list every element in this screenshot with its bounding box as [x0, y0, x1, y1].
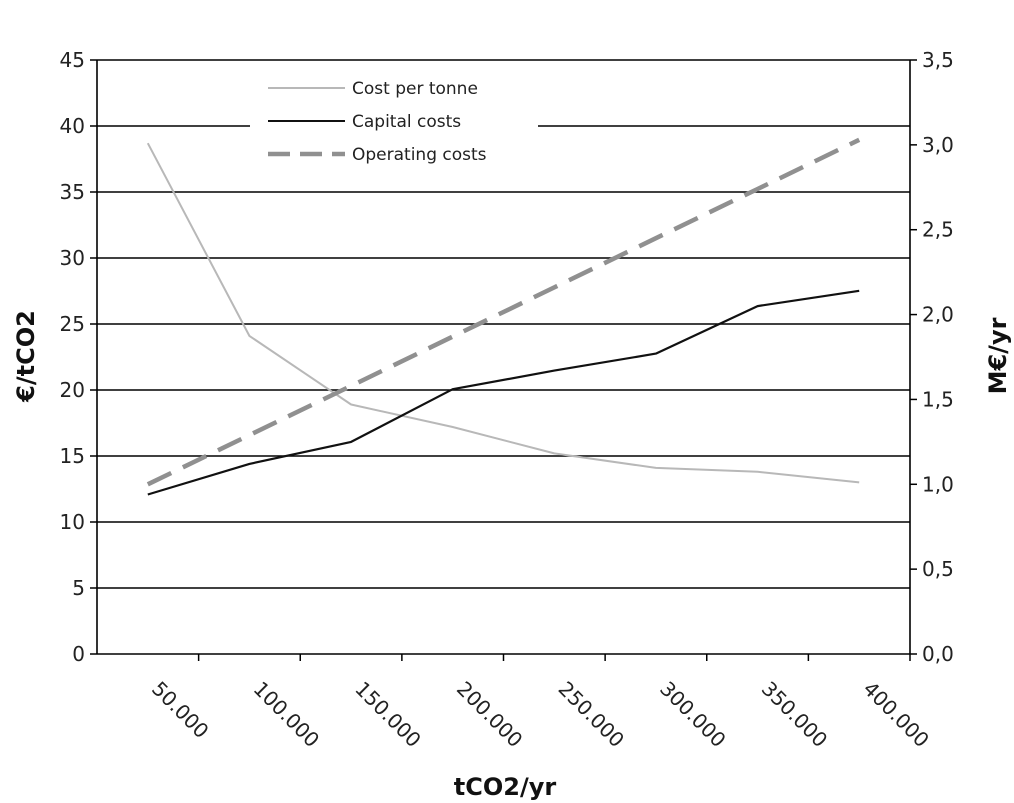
y-left-tick-label: 5	[72, 576, 85, 600]
series-lines	[146, 137, 861, 496]
x-tick-label: 150.000	[350, 677, 425, 752]
x-tick-label: 250.000	[554, 677, 629, 752]
y-right-tick-label: 2,0	[922, 303, 954, 327]
y-left-tick-label: 25	[60, 312, 85, 336]
y-right-tick-label: 1,0	[922, 472, 954, 496]
y-left-tick-label: 15	[60, 444, 85, 468]
x-tick-label: 400.000	[858, 677, 933, 752]
y-axis-right-title: M€/yr	[984, 317, 1012, 394]
y-right-tick-label: 0,5	[922, 557, 954, 581]
y-left-tick-label: 10	[60, 510, 85, 534]
y-axis-left-title: €/tCO2	[12, 310, 40, 403]
x-tick-label: 300.000	[655, 677, 730, 752]
x-tick-label: 350.000	[757, 677, 832, 752]
legend-label: Cost per tonne	[352, 79, 478, 99]
legend-label: Operating costs	[352, 145, 487, 165]
y-right-tick-label: 2,5	[922, 218, 954, 242]
y-left-tick-label: 30	[60, 246, 85, 270]
y-right-tick-label: 3,0	[922, 133, 954, 157]
x-tick-label: 50.000	[147, 677, 213, 743]
series-line-operating-costs	[146, 137, 861, 487]
y-right-tick-label: 3,5	[922, 48, 954, 72]
x-axis-title: tCO2/yr	[454, 773, 557, 801]
y-left-tick-label: 45	[60, 48, 85, 72]
legend: Cost per tonne Capital costs Operating cos…	[250, 72, 538, 170]
gridlines	[97, 59, 910, 589]
axes	[90, 59, 917, 661]
y-left-tick-label: 0	[72, 642, 85, 666]
y-right-tick-label: 0,0	[922, 642, 954, 666]
x-tick-label: 200.000	[452, 677, 527, 752]
y-right-tick-label: 1,5	[922, 387, 954, 411]
x-tick-label: 100.000	[249, 677, 324, 752]
legend-label: Capital costs	[352, 112, 461, 132]
y-left-tick-label: 20	[60, 378, 85, 402]
y-left-tick-label: 40	[60, 114, 85, 138]
series-line-cost-per-tonne	[146, 142, 860, 484]
series-line-capital-costs	[147, 289, 860, 496]
y-left-tick-label: 35	[60, 180, 85, 204]
